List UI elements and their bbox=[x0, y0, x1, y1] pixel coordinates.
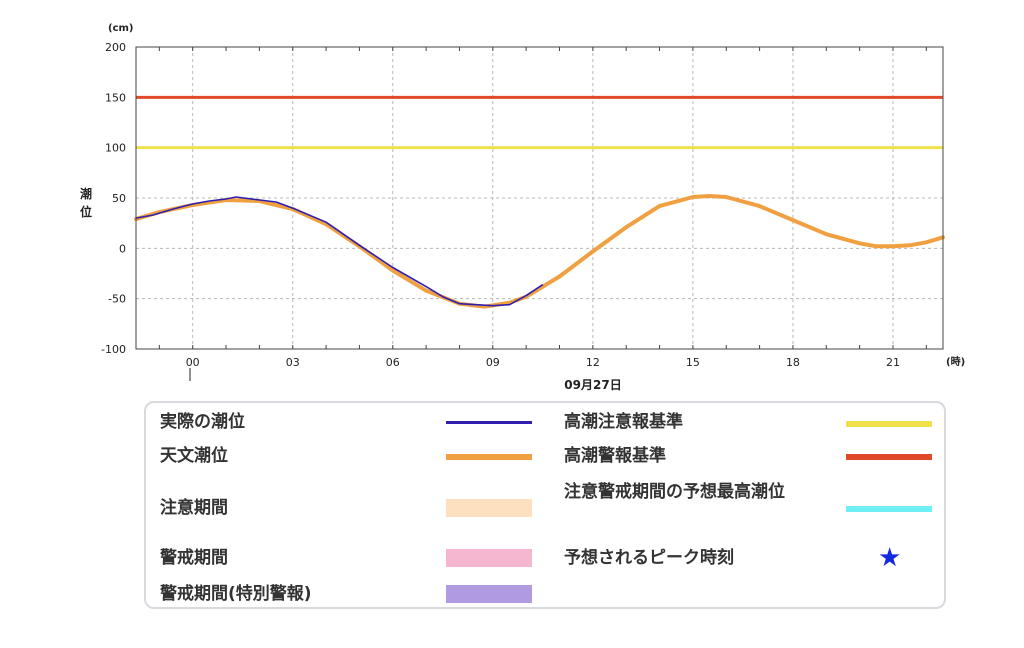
legend-label: 警戒期間 bbox=[160, 548, 228, 568]
series-layer bbox=[134, 194, 945, 309]
threshold-layer bbox=[136, 95, 943, 150]
x-tick-label: 21 bbox=[886, 356, 900, 369]
legend-line-swatch bbox=[846, 454, 932, 460]
y-tick-label: 100 bbox=[105, 142, 126, 155]
x-tick-label: 18 bbox=[786, 356, 800, 369]
x-tick-label: 03 bbox=[286, 356, 300, 369]
y-tick-label: 200 bbox=[105, 41, 126, 54]
x-tick-label: 15 bbox=[686, 356, 700, 369]
legend-label: 注意警戒期間の予想最高潮位 bbox=[564, 482, 785, 502]
legend-label: 実際の潮位 bbox=[160, 412, 245, 432]
y-tick-labels: 200 150 100 50 0 -50 -100 bbox=[101, 41, 126, 356]
legend-color-swatch bbox=[446, 585, 532, 603]
y-axis-label: 潮位 bbox=[80, 186, 92, 219]
date-label: 09月27日 bbox=[564, 378, 621, 392]
series-line-observed bbox=[135, 196, 544, 307]
legend-color-swatch bbox=[446, 499, 532, 517]
legend-line-swatch bbox=[846, 421, 932, 427]
star-icon: ★ bbox=[878, 543, 902, 573]
x-tick-label: 09 bbox=[486, 356, 500, 369]
x-tick-label: 00 bbox=[186, 356, 200, 369]
y-tick-label: -100 bbox=[101, 343, 126, 356]
legend-line-swatch bbox=[846, 506, 932, 512]
y-tick-label: 50 bbox=[112, 192, 126, 205]
legend-label: 注意期間 bbox=[160, 498, 228, 518]
y-unit-label: (cm) bbox=[108, 23, 134, 34]
x-tick-label: 06 bbox=[386, 356, 400, 369]
x-tick-label: 12 bbox=[586, 356, 600, 369]
legend-color-swatch bbox=[446, 549, 532, 567]
y-tick-label: 0 bbox=[119, 242, 126, 255]
legend-label: 高潮注意報基準 bbox=[564, 412, 683, 432]
series-line-astronomical bbox=[134, 194, 945, 309]
legend-line-swatch bbox=[446, 421, 532, 424]
legend-label: 警戒期間(特別警報) bbox=[160, 584, 312, 604]
y-tick-label: -50 bbox=[108, 293, 126, 306]
legend-label: 予想されるピーク時刻 bbox=[564, 548, 734, 568]
tide-chart: 200 150 100 50 0 -50 -100 00 03 06 09 12 15 18 21 (cm… bbox=[80, 23, 965, 392]
x-unit-label: (時) bbox=[946, 355, 965, 368]
legend-label: 天文潮位 bbox=[160, 446, 228, 466]
legend-label: 高潮警報基準 bbox=[564, 446, 666, 466]
legend-box: 実際の潮位天文潮位注意期間警戒期間警戒期間(特別警報) 高潮注意報基準 高潮警報基準… bbox=[144, 401, 946, 609]
plot-frame bbox=[135, 46, 944, 350]
x-tick-labels: 00 03 06 09 12 15 18 21 bbox=[186, 356, 900, 369]
legend-line-swatch bbox=[446, 454, 532, 460]
y-tick-label: 150 bbox=[105, 91, 126, 104]
